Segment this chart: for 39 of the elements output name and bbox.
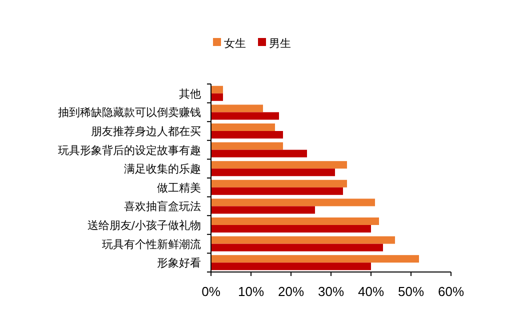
legend-label: 男生 [269, 37, 291, 50]
bar [211, 180, 347, 188]
y-tick-label: 朋友推荐身边人都在买 [91, 125, 201, 138]
x-tick-label: 10% [238, 284, 264, 299]
y-tick-label: 形象好看 [157, 256, 201, 270]
x-tick-label: 60% [438, 284, 464, 299]
bar [211, 262, 371, 270]
y-tick-label: 做工精美 [157, 181, 201, 194]
y-tick-label: 玩具形象背后的设定故事有趣 [58, 144, 201, 157]
bar [211, 112, 279, 120]
y-tick-label: 喜欢抽盲盒玩法 [124, 200, 201, 214]
bar [211, 236, 395, 244]
x-tick-label: 20% [278, 284, 304, 299]
bar [211, 255, 419, 263]
y-tick-label: 其他 [179, 87, 201, 100]
x-tick-label: 40% [358, 284, 384, 299]
bar [211, 161, 347, 169]
bar [211, 123, 275, 131]
bar [211, 93, 223, 101]
x-tick-label: 50% [398, 284, 424, 299]
bar [211, 131, 283, 139]
bar [211, 187, 343, 195]
y-tick-label: 玩具有个性新鲜潮流 [102, 238, 201, 251]
x-tick-label: 0% [202, 284, 221, 299]
y-tick-label: 送给朋友/小孩子做礼物 [87, 219, 201, 232]
y-tick-label: 满足收集的乐趣 [124, 162, 201, 176]
x-tick-label: 30% [318, 284, 344, 299]
bar [211, 150, 307, 158]
bar [211, 217, 379, 225]
bar [211, 244, 383, 252]
bar [211, 86, 223, 94]
bar [211, 225, 371, 233]
bar [211, 168, 335, 176]
legend-label: 女生 [224, 37, 246, 50]
bar [211, 206, 315, 214]
bar [211, 198, 375, 206]
bar [211, 142, 283, 150]
y-tick-label: 抽到稀缺隐藏款可以倒卖赚钱 [58, 106, 201, 120]
bar [211, 104, 263, 112]
